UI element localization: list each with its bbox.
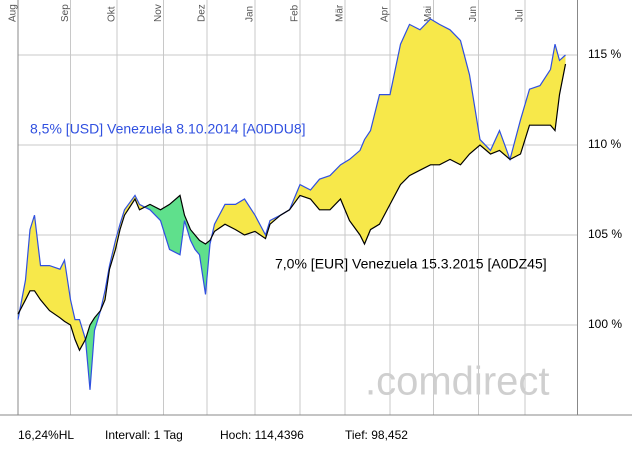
- series-line: [17, 63, 567, 352]
- x-tick-label: Apr: [380, 6, 391, 22]
- x-tick-label: Nov: [153, 4, 164, 22]
- footer-text: Hoch: 114,4396: [220, 428, 304, 442]
- x-tick-label: Aug: [8, 4, 19, 22]
- spread-fill: [139, 204, 145, 210]
- lines: [17, 18, 567, 390]
- spread-fill: [34, 215, 41, 300]
- series-label: 8,5% [USD] Venezuela 8.10.2014 [A0DDU8]: [30, 121, 306, 137]
- spread-fill: [235, 199, 245, 235]
- spread-fill: [160, 204, 170, 250]
- x-tick-label: Okt: [107, 6, 118, 22]
- grid: 100 % 105 % 110 % 115 % Aug Sep Okt Nov Dez Jan Fe…: [8, 0, 622, 415]
- spread-fill: [214, 204, 225, 232]
- x-tick-label: Mai: [423, 6, 434, 22]
- watermark: .comdirect: [365, 360, 550, 404]
- spread-fill: [364, 130, 371, 244]
- spread-fill: [360, 139, 365, 244]
- spread-fill: [244, 199, 255, 235]
- x-tick-label: Feb: [290, 4, 301, 22]
- fills: [18, 19, 566, 390]
- footer-text: Intervall: 1 Tag: [105, 428, 183, 442]
- spread-fill: [540, 69, 551, 126]
- spread-fill: [319, 175, 330, 210]
- spread-fill: [300, 184, 311, 199]
- spread-fill: [409, 24, 420, 176]
- footer-text: 16,24%HL: [18, 428, 74, 442]
- y-tick-label: 110 %: [588, 137, 621, 151]
- spread-fill: [150, 204, 161, 221]
- spread-fill: [349, 150, 360, 235]
- spread-fill: [49, 265, 60, 318]
- x-tick-label: Jun: [468, 6, 479, 22]
- x-tick-label: Dez: [197, 4, 208, 22]
- footer-text: Tief: 98,452: [345, 428, 408, 442]
- spread-fill: [225, 204, 236, 230]
- series-line: [17, 18, 566, 390]
- x-tick-label: Mär: [335, 4, 346, 22]
- spread-fill: [420, 19, 431, 171]
- spread-fill: [75, 319, 80, 351]
- spread-fill: [60, 260, 65, 322]
- spread-fill: [400, 24, 410, 185]
- x-tick-label: Sep: [60, 4, 71, 22]
- spread-fill: [40, 265, 50, 311]
- spread-fill: [169, 195, 180, 255]
- spread-fill: [460, 40, 470, 165]
- spread-fill: [79, 319, 86, 351]
- spread-fill: [310, 179, 320, 210]
- y-tick-label: 105 %: [588, 227, 622, 241]
- spread-fill: [370, 94, 380, 230]
- spread-fill: [555, 44, 560, 131]
- y-tick-label: 115 %: [588, 47, 621, 61]
- spread-fill: [379, 94, 390, 225]
- spread-fill: [529, 85, 540, 126]
- y-tick-label: 100 %: [588, 317, 622, 331]
- spread-fill: [340, 159, 350, 221]
- spread-fill: [520, 89, 530, 154]
- x-tick-label: Jul: [515, 9, 526, 22]
- series-label: 7,0% [EUR] Venezuela 15.3.2015 [A0DZ45]: [275, 256, 547, 272]
- spread-fill: [480, 139, 491, 154]
- x-tick-label: Jan: [245, 6, 256, 22]
- spread-fill: [330, 164, 341, 210]
- spread-fill: [30, 215, 35, 291]
- spread-fill: [450, 29, 461, 165]
- spread-fill: [439, 24, 450, 165]
- spread-fill: [64, 260, 71, 325]
- spread-fill: [70, 299, 75, 340]
- spread-fill: [144, 204, 150, 210]
- spread-fill: [430, 19, 440, 165]
